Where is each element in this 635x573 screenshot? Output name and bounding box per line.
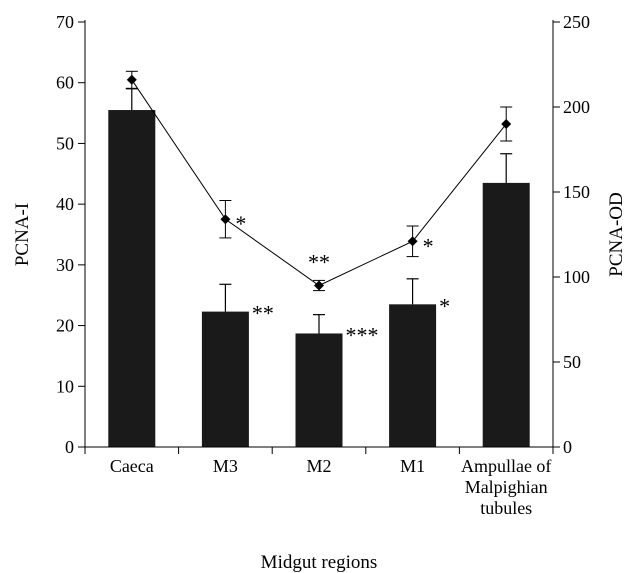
x-axis-tick-label: Caeca [110, 456, 154, 476]
line-series-layer [125, 70, 513, 292]
left-axis-tick-label: 60 [56, 73, 74, 93]
left-axis-title: PCNA-I [12, 203, 33, 266]
right-axis-title: PCNA-OD [606, 192, 627, 276]
bar-error-bars [125, 88, 513, 334]
line-point [407, 236, 418, 247]
left-axis-tick-label: 10 [56, 376, 74, 396]
line-point [314, 280, 324, 291]
bar [108, 110, 156, 448]
x-axis-tick-label: M1 [400, 456, 425, 476]
line-significance-label: * [423, 233, 434, 258]
left-axis-tick-label: 30 [56, 255, 74, 275]
x-axis-tick-label: M3 [213, 456, 238, 476]
left-axis-tick-label: 40 [56, 194, 74, 214]
bars-layer [108, 110, 530, 448]
bar [389, 304, 437, 447]
left-axis-tick-label: 70 [56, 12, 74, 32]
left-axis-tick-label: 50 [56, 133, 74, 153]
labels-layer: 0 10 20 30 40 50 60 70 0 50 100 150 200 250 Caeca M3 M2 M… [12, 12, 627, 573]
right-axis-tick-label: 200 [563, 97, 590, 117]
left-axis-tick-label: 20 [56, 316, 74, 336]
bar-significance-label: ** [252, 301, 274, 326]
bar-significance-label: *** [346, 322, 379, 347]
x-axis-tick-label: M2 [306, 456, 331, 476]
x-axis-tick-label: Ampullae of Malpighian tubules [461, 456, 551, 518]
line-significance-label: ** [308, 250, 330, 275]
line-point [220, 214, 231, 225]
bar [295, 333, 343, 447]
right-axis-tick-label: 250 [563, 12, 590, 32]
line-point [126, 74, 137, 85]
x-axis-title: Midgut regions [261, 552, 378, 573]
bar [482, 182, 530, 447]
bar-significance-label: * [439, 293, 450, 318]
axes-layer [78, 20, 560, 454]
right-axis-tick-label: 50 [563, 352, 581, 372]
right-axis-tick-label: 150 [563, 182, 590, 202]
left-axis-tick-label: 0 [65, 437, 74, 457]
right-axis-tick-label: 0 [563, 437, 572, 457]
line-significance-label: * [235, 211, 246, 236]
line-point [501, 119, 512, 129]
bar [201, 311, 249, 447]
right-axis-tick-label: 100 [563, 267, 590, 287]
